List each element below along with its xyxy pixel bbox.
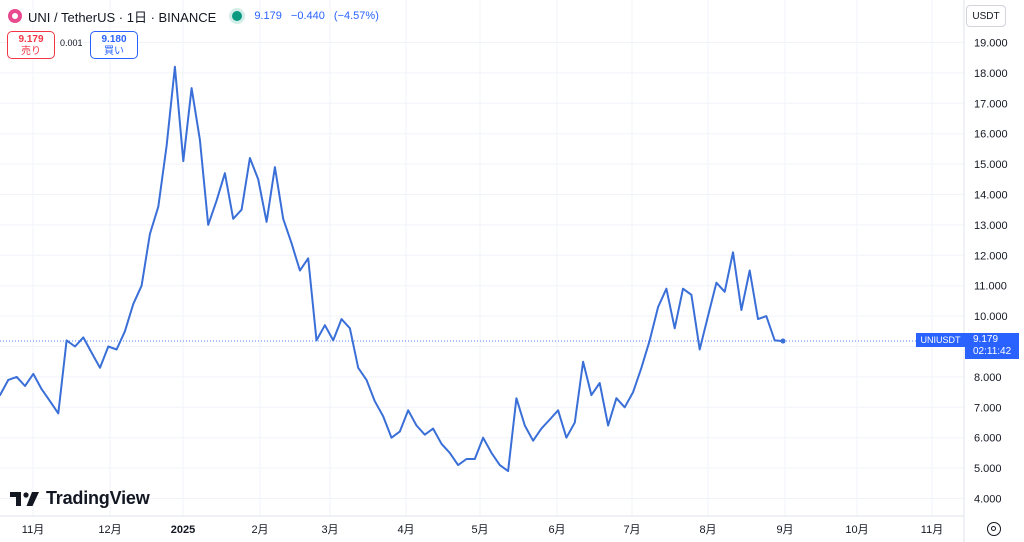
tradingview-logo[interactable]: TradingView	[10, 488, 150, 509]
y-tick-label: 14.000	[974, 190, 1008, 202]
market-open-icon	[232, 11, 243, 21]
x-tick-label: 2月	[251, 524, 268, 536]
bar-countdown: 02:11:42	[973, 346, 1012, 357]
y-tick-label: 5.000	[974, 463, 1002, 475]
uni-logo-icon	[8, 9, 22, 23]
price-change-values: 9.179 −0.440 (−4.57%)	[254, 10, 385, 22]
buy-button[interactable]: 9.180 買い	[90, 31, 138, 59]
sell-label: 売り	[21, 46, 41, 57]
x-tick-label: 2025	[171, 524, 195, 536]
x-tick-label: 6月	[548, 524, 565, 536]
x-tick-label: 7月	[623, 524, 640, 536]
x-tick-label: 4月	[397, 524, 414, 536]
y-tick-label: 17.000	[974, 98, 1008, 110]
y-tick-label: 8.000	[974, 372, 1002, 384]
x-tick-label: 12月	[98, 524, 121, 536]
y-tick-label: 10.000	[974, 311, 1008, 323]
y-tick-label: 7.000	[974, 402, 1002, 414]
y-tick-label: 18.000	[974, 68, 1008, 80]
x-tick-label: 11月	[921, 524, 943, 536]
last-price-value: 9.179	[254, 10, 282, 22]
symbol-header[interactable]: UNI / TetherUS · 1日 · BINANCE 9.179 −0.4…	[8, 6, 385, 26]
last-price-point	[780, 338, 786, 344]
sell-button[interactable]: 9.179 売り	[7, 31, 55, 59]
y-tick-label: 16.000	[974, 129, 1008, 141]
price-line	[0, 65, 784, 473]
spread-value: 0.001	[60, 38, 83, 48]
y-tick-label: 4.000	[974, 494, 1002, 506]
y-tick-label: 12.000	[974, 250, 1008, 262]
y-tick-label: 11.000	[974, 281, 1007, 293]
sell-price: 9.179	[18, 34, 44, 45]
symbol-price-tag: UNIUSDT	[916, 333, 965, 347]
x-tick-label: 9月	[776, 524, 793, 536]
x-tick-label: 11月	[22, 524, 44, 536]
settings-gear-icon[interactable]	[987, 522, 1001, 536]
last-price-tag-value: 9.179	[973, 334, 999, 345]
x-tick-label: 5月	[471, 524, 488, 536]
x-tick-label: 10月	[845, 524, 868, 536]
currency-selector[interactable]: USDT	[966, 5, 1006, 27]
buy-price: 9.180	[101, 34, 127, 45]
y-tick-label: 19.000	[974, 38, 1008, 50]
y-tick-label: 6.000	[974, 433, 1002, 445]
symbol-title[interactable]: UNI / TetherUS · 1日 · BINANCE	[28, 9, 217, 25]
change-value: −0.440	[290, 10, 325, 22]
change-percent: (−4.57%)	[333, 10, 379, 22]
y-tick-label: 13.000	[974, 220, 1008, 232]
last-price-tag: 9.179 02:11:42	[965, 333, 1019, 359]
tradingview-icon	[10, 491, 39, 506]
tradingview-wordmark: TradingView	[46, 488, 150, 508]
x-tick-label: 8月	[699, 524, 716, 536]
buy-label: 買い	[104, 46, 124, 57]
x-tick-label: 3月	[321, 524, 338, 536]
y-tick-label: 15.000	[974, 159, 1008, 171]
